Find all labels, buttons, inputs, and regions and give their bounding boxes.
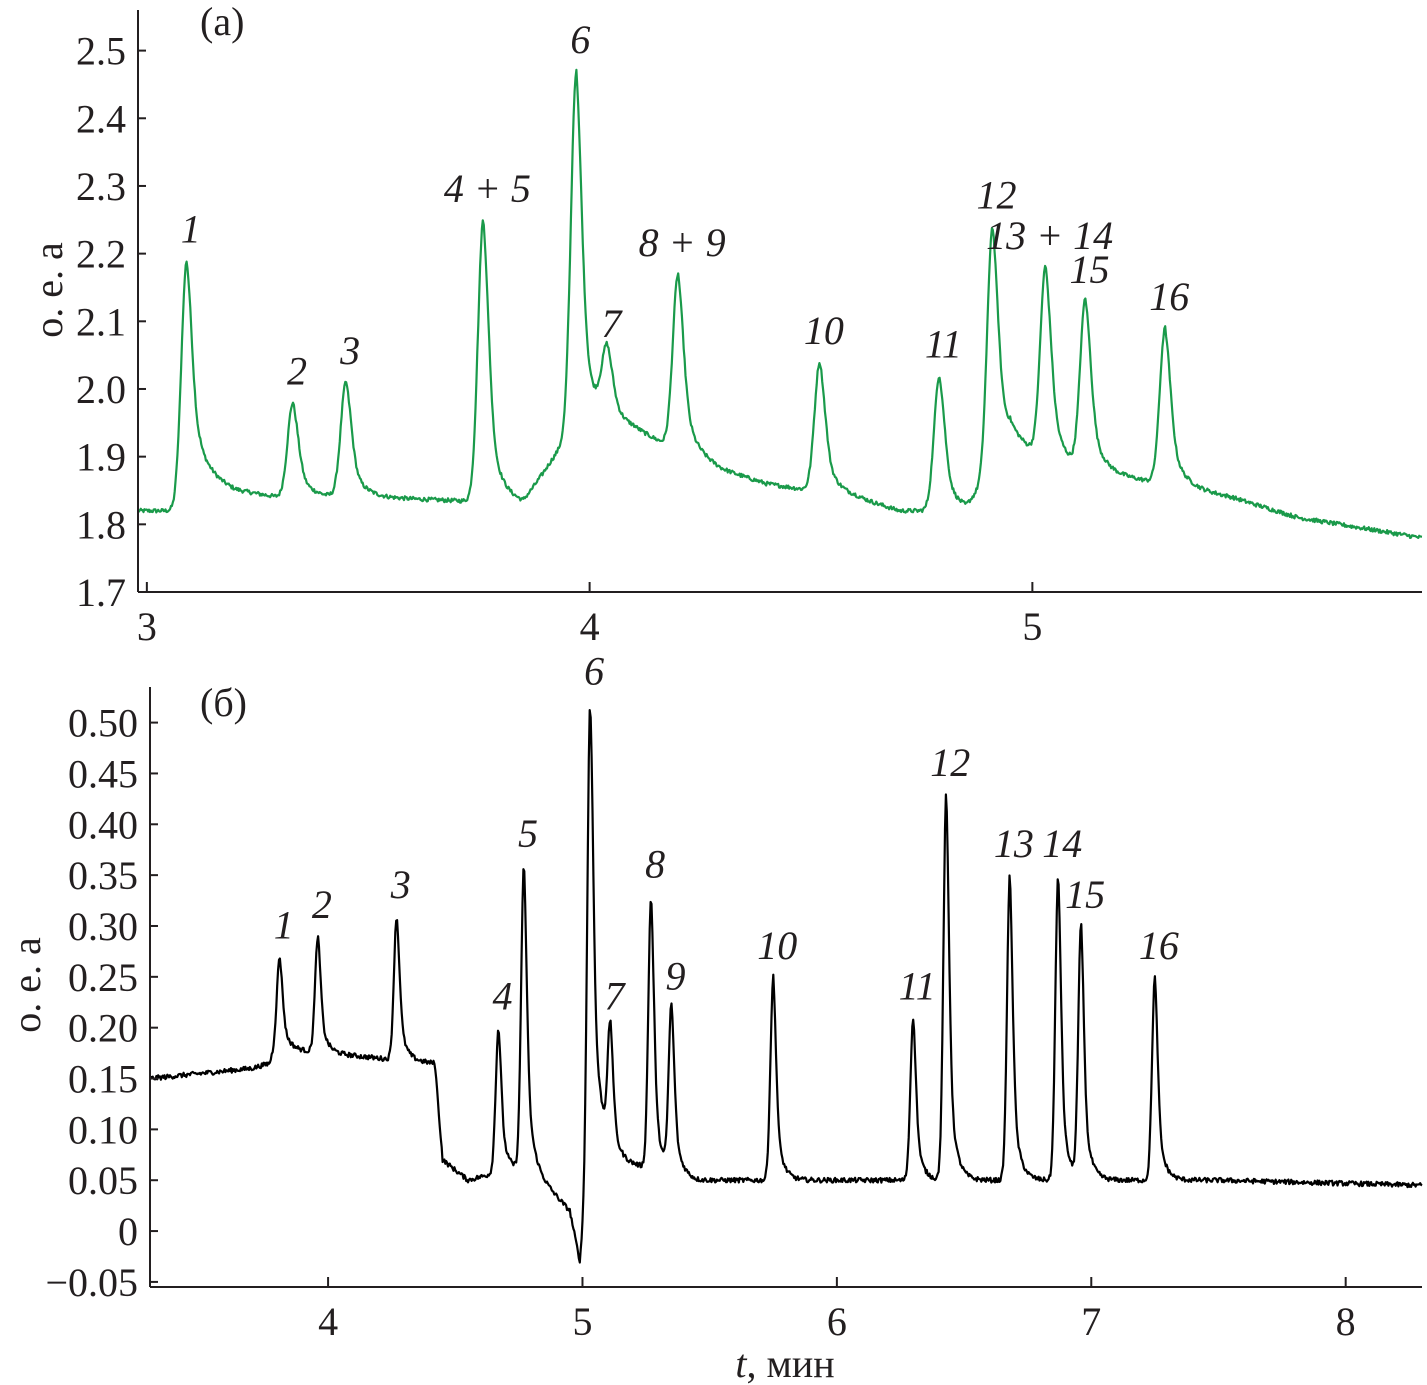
y-tick-label: 0 xyxy=(118,1209,138,1254)
y-tick-label: 0.20 xyxy=(68,1006,138,1051)
peak-label: 10 xyxy=(757,923,797,968)
y-tick-label: 0.35 xyxy=(68,853,138,898)
chromatogram-trace-a xyxy=(137,68,1423,539)
y-tick-label: 0.40 xyxy=(68,802,138,847)
y-tick-label: 2.4 xyxy=(76,96,126,141)
peak-label: 9 xyxy=(666,953,686,998)
y-axis-title-a: о. е. а xyxy=(26,242,71,338)
panel-label-a: (a) xyxy=(200,0,244,44)
peak-label: 7 xyxy=(601,301,623,346)
x-axis-title-b: t, мин xyxy=(735,1341,834,1385)
y-tick-label: 0.05 xyxy=(68,1158,138,1203)
x-ticks-b: 4 5 6 7 8 xyxy=(318,1277,1356,1344)
x-axis-unit: , мин xyxy=(747,1341,835,1385)
y-tick-label: 0.50 xyxy=(68,701,138,746)
x-tick-label: 6 xyxy=(827,1299,847,1344)
y-tick-label: 0.45 xyxy=(68,751,138,796)
y-ticks-b: −0.05 0 0.05 0.10 0.15 0.20 0.25 0.30 0.35 0.40 0.… xyxy=(45,701,158,1305)
peak-label: 16 xyxy=(1149,274,1189,319)
peak-label: 2 xyxy=(287,349,307,394)
y-tick-label: 2.2 xyxy=(76,232,126,277)
peak-label: 10 xyxy=(804,308,844,353)
peak-label: 8 xyxy=(645,841,665,886)
peak-label: 15 xyxy=(1070,247,1110,292)
x-tick-label: 5 xyxy=(572,1299,592,1344)
peak-label: 3 xyxy=(339,328,360,373)
y-tick-label: −0.05 xyxy=(45,1260,138,1305)
peak-label: 6 xyxy=(584,648,604,693)
x-ticks-a: 3 4 5 xyxy=(137,582,1042,649)
y-tick-label: 0.15 xyxy=(68,1057,138,1102)
x-axis-var: t xyxy=(735,1341,747,1385)
x-tick-label: 4 xyxy=(318,1299,338,1344)
peak-label: 12 xyxy=(977,173,1017,218)
peak-label: 6 xyxy=(570,17,590,62)
peak-label: 4 + 5 xyxy=(444,166,531,211)
x-tick-label: 8 xyxy=(1336,1299,1356,1344)
x-tick-label: 5 xyxy=(1022,604,1042,649)
y-tick-label: 1.8 xyxy=(76,502,126,547)
peak-label: 13 xyxy=(994,821,1034,866)
peak-label: 2 xyxy=(312,882,332,927)
peak-label: 15 xyxy=(1065,872,1105,917)
peak-label: 12 xyxy=(930,740,970,785)
peak-label: 5 xyxy=(518,811,538,856)
y-tick-label: 0.30 xyxy=(68,904,138,949)
peak-label: 11 xyxy=(925,321,962,366)
peak-label: 8 + 9 xyxy=(639,220,726,265)
peak-label: 11 xyxy=(899,964,936,1009)
peak-label: 3 xyxy=(390,862,411,907)
panel-label-b: (б) xyxy=(200,680,247,725)
y-tick-label: 1.7 xyxy=(76,570,126,615)
x-tick-label: 7 xyxy=(1081,1299,1101,1344)
x-tick-label: 4 xyxy=(580,604,600,649)
y-tick-label: 2.0 xyxy=(76,367,126,412)
peak-label: 14 xyxy=(1042,821,1082,866)
y-tick-label: 1.9 xyxy=(76,435,126,480)
y-tick-label: 2.5 xyxy=(76,29,126,74)
y-tick-label: 0.10 xyxy=(68,1107,138,1152)
peak-label: 1 xyxy=(274,902,294,947)
y-tick-label: 0.25 xyxy=(68,955,138,1000)
x-tick-label: 3 xyxy=(137,604,157,649)
y-tick-label: 2.1 xyxy=(76,299,126,344)
peak-label: 13 + 14 xyxy=(986,213,1113,258)
y-axis-title-b: о. е. а xyxy=(4,937,49,1033)
y-tick-label: 2.3 xyxy=(76,164,126,209)
y-ticks-a: 1.7 1.8 1.9 2.0 2.1 2.2 2.3 2.4 2.5 xyxy=(76,29,146,615)
chromatogram-trace-b xyxy=(148,709,1423,1264)
peak-label: 1 xyxy=(181,206,201,251)
peak-label: 16 xyxy=(1139,923,1179,968)
peak-label: 4 xyxy=(493,974,513,1019)
peak-label: 7 xyxy=(604,974,626,1019)
chart-panel-b: −0.05 0 0.05 0.10 0.15 0.20 0.25 0.30 0.35 0.40 0.… xyxy=(4,648,1423,1385)
